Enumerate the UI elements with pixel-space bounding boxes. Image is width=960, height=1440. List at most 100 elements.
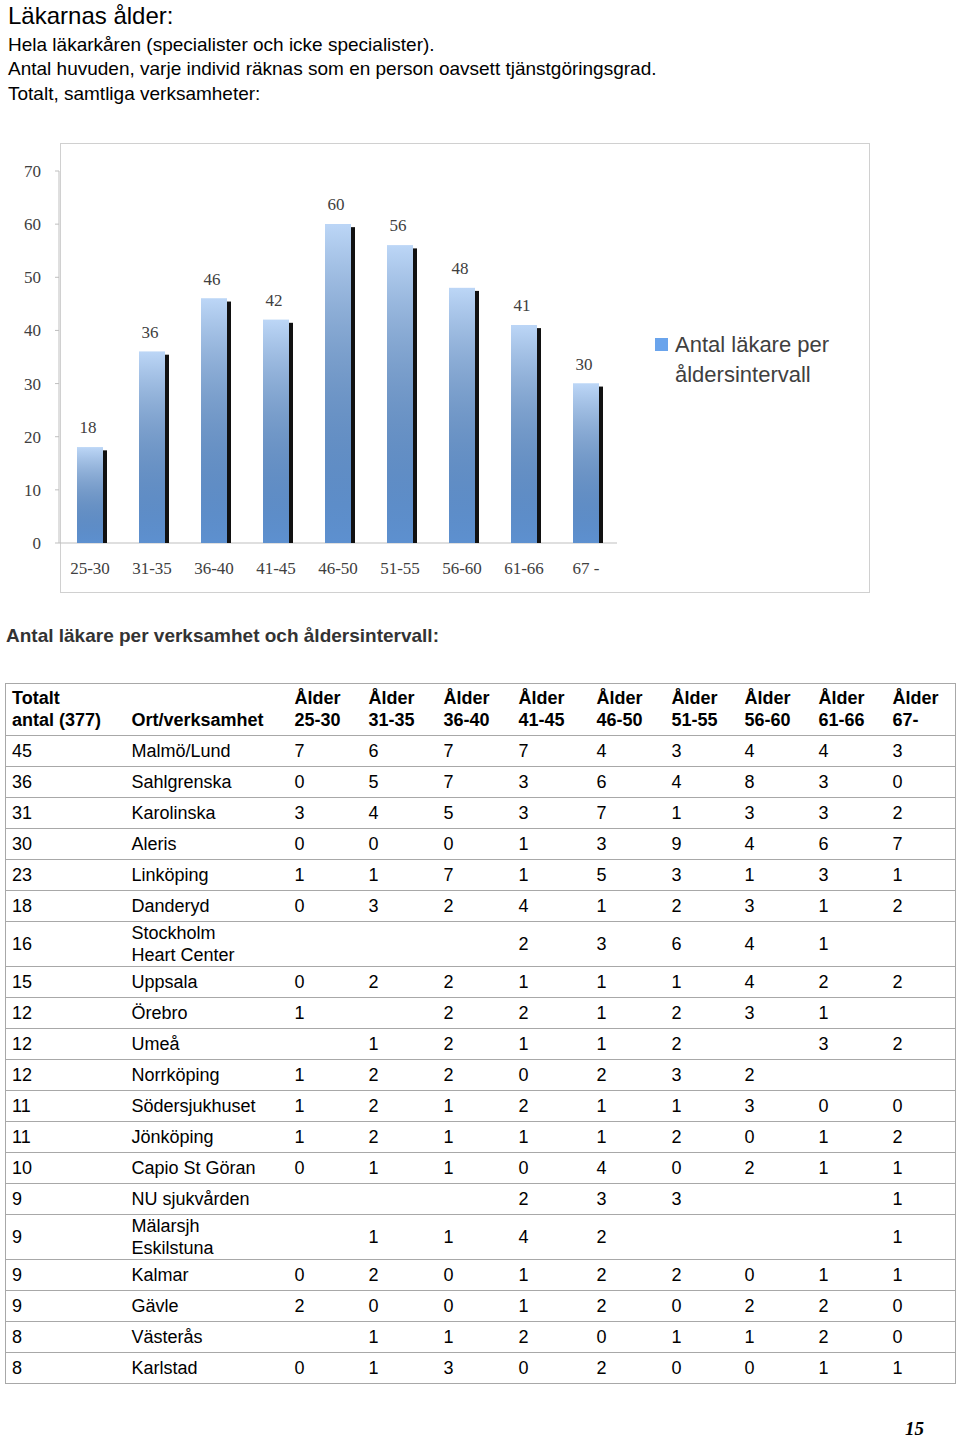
table-cell: 36 — [6, 767, 126, 798]
table-row: 12Umeå1211232 — [6, 1029, 956, 1060]
table-cell: 11 — [6, 1091, 126, 1122]
table-row: 9NU sjukvården2331 — [6, 1184, 956, 1215]
table-cell — [289, 1029, 363, 1060]
table-cell: 3 — [513, 798, 591, 829]
table-cell — [813, 1184, 887, 1215]
bar-shine — [201, 299, 227, 543]
table-cell: 2 — [666, 891, 739, 922]
table-cell: 0 — [438, 1260, 513, 1291]
table-cell: 8 — [6, 1353, 126, 1384]
table-cell — [289, 922, 363, 967]
table-cell: 3 — [666, 1184, 739, 1215]
table-cell: 1 — [591, 1029, 666, 1060]
table-cell: 1 — [591, 1091, 666, 1122]
column-header: Ålder 56-60 — [739, 684, 813, 736]
column-header: Ålder 25-30 — [289, 684, 363, 736]
table-cell: 3 — [739, 1091, 813, 1122]
bar — [449, 288, 475, 543]
table-cell: 1 — [666, 967, 739, 998]
table-cell — [739, 1215, 813, 1260]
table-cell: 1 — [813, 1153, 887, 1184]
table-cell: 1 — [289, 1091, 363, 1122]
table-cell: 3 — [813, 860, 887, 891]
table-cell: 2 — [813, 1322, 887, 1353]
data-label: 41 — [514, 296, 531, 315]
table-cell — [813, 1060, 887, 1091]
table-cell: 1 — [513, 1122, 591, 1153]
table-cell: 1 — [513, 1260, 591, 1291]
column-header: Ålder 67- — [887, 684, 956, 736]
y-tick-label: 20 — [24, 428, 41, 447]
table-cell: 0 — [363, 1291, 438, 1322]
table-cell: 1 — [813, 891, 887, 922]
table-cell: 1 — [813, 922, 887, 967]
table-cell: 1 — [289, 1122, 363, 1153]
table-cell: 2 — [513, 922, 591, 967]
x-tick-label: 61-66 — [504, 559, 544, 578]
data-label: 30 — [576, 355, 593, 374]
table-cell: 9 — [6, 1215, 126, 1260]
legend-label: Antal läkare per åldersintervall — [675, 330, 865, 390]
table-cell: 31 — [6, 798, 126, 829]
row-label: Karlstad — [126, 1353, 289, 1384]
bar-shadow — [599, 387, 603, 543]
y-tick-label: 40 — [24, 321, 41, 340]
row-label: Jönköping — [126, 1122, 289, 1153]
bar — [201, 299, 227, 543]
table-cell: 3 — [666, 1060, 739, 1091]
bar-shine — [573, 384, 599, 543]
y-tick — [55, 171, 59, 172]
table-cell: 2 — [591, 1291, 666, 1322]
data-label: 18 — [80, 418, 97, 437]
table-cell: 6 — [591, 767, 666, 798]
table-row: 31Karolinska345371332 — [6, 798, 956, 829]
table-cell: 4 — [666, 767, 739, 798]
column-header: Ålder 31-35 — [363, 684, 438, 736]
table-cell: 2 — [666, 998, 739, 1029]
table-cell: 1 — [887, 860, 956, 891]
table-cell: 3 — [666, 860, 739, 891]
table-cell: 0 — [289, 967, 363, 998]
table-cell: 1 — [363, 860, 438, 891]
table-cell: 1 — [363, 1153, 438, 1184]
table-cell: 5 — [591, 860, 666, 891]
x-tick-label: 67 - — [573, 559, 600, 578]
table-cell: 9 — [6, 1291, 126, 1322]
row-label: Sahlgrenska — [126, 767, 289, 798]
column-header: Ålder 46-50 — [591, 684, 666, 736]
table-cell: 4 — [363, 798, 438, 829]
y-tick-label: 30 — [24, 375, 41, 394]
row-label: Umeå — [126, 1029, 289, 1060]
table-row: 8Västerås11201120 — [6, 1322, 956, 1353]
table-cell: 2 — [513, 998, 591, 1029]
y-tick-label: 10 — [24, 481, 41, 500]
table-cell — [363, 1184, 438, 1215]
table-cell: 9 — [6, 1184, 126, 1215]
table-row: 12Norrköping1220232 — [6, 1060, 956, 1091]
row-label: Uppsala — [126, 967, 289, 998]
table-cell: 1 — [813, 1122, 887, 1153]
table-cell — [666, 1215, 739, 1260]
table-cell: 2 — [887, 798, 956, 829]
table-cell: 2 — [438, 998, 513, 1029]
column-header: Ålder 36-40 — [438, 684, 513, 736]
table-cell: 2 — [887, 1122, 956, 1153]
table-cell: 3 — [813, 1029, 887, 1060]
table-cell: 1 — [591, 891, 666, 922]
x-tick-label: 25-30 — [70, 559, 110, 578]
bar-shine — [139, 352, 165, 543]
table-cell: 45 — [6, 736, 126, 767]
bar-shadow — [103, 450, 107, 543]
table-cell: 3 — [289, 798, 363, 829]
table-cell: 0 — [513, 1153, 591, 1184]
table-row: 16Stockholm Heart Center23641 — [6, 922, 956, 967]
table-cell: 1 — [887, 1153, 956, 1184]
table-cell: 23 — [6, 860, 126, 891]
table-cell: 1 — [513, 1291, 591, 1322]
table-cell: 3 — [739, 998, 813, 1029]
column-header: Totalt antal (377) — [6, 684, 126, 736]
table-cell: 0 — [513, 1353, 591, 1384]
table-cell — [887, 922, 956, 967]
table-row: 9Gävle200120220 — [6, 1291, 956, 1322]
table-cell: 2 — [739, 1291, 813, 1322]
